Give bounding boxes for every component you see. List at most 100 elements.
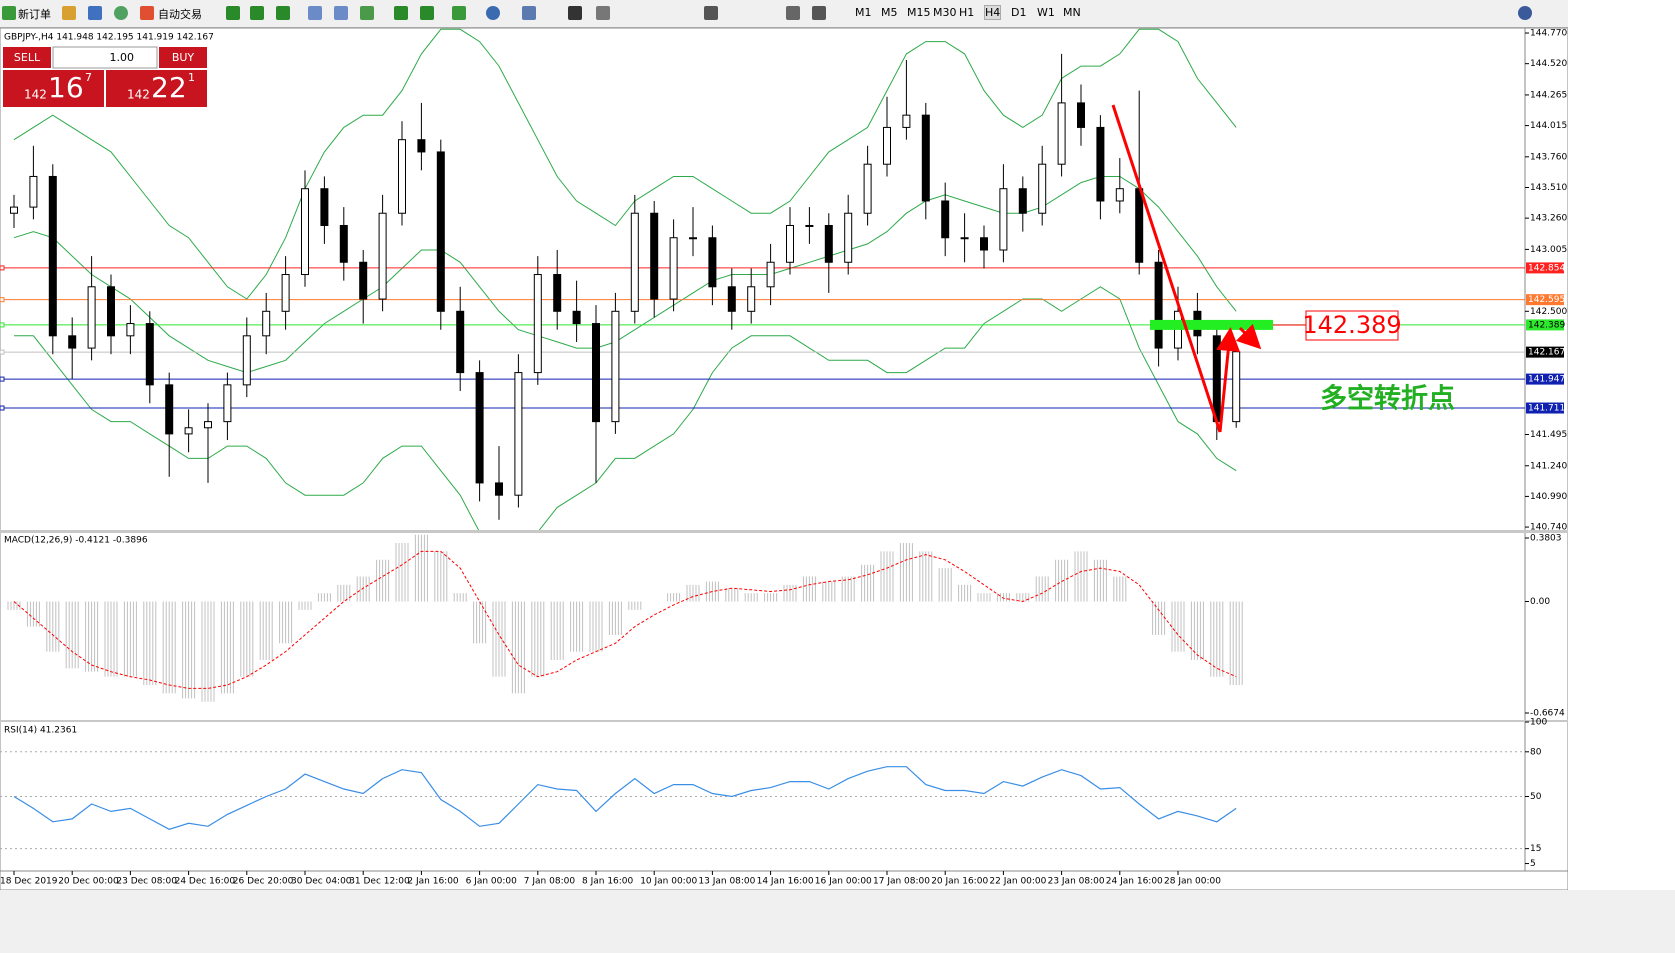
candle-body <box>126 323 135 337</box>
macd-header: MACD(12,26,9) -0.4121 -0.3896 <box>4 536 148 546</box>
icon[interactable] <box>308 6 322 20</box>
icon[interactable] <box>114 6 128 20</box>
icon[interactable] <box>522 6 536 20</box>
candle-body <box>592 323 600 423</box>
sell-button[interactable] <box>3 47 51 68</box>
bollinger-band <box>13 28 1237 300</box>
trade-panel: SELL 1.00 BUY 142 16 7 142 22 1 <box>3 46 207 107</box>
candle-body <box>1154 261 1163 349</box>
sell-price-main: 16 <box>48 71 84 104</box>
buy-price-box[interactable] <box>106 70 207 107</box>
rebound-arrow <box>1216 327 1241 433</box>
level-left-marker <box>0 297 5 303</box>
timeframe[interactable]: D1 <box>1011 6 1027 19</box>
candle-body <box>1096 126 1105 202</box>
timeframe[interactable]: M30 <box>933 6 957 19</box>
chart-frame <box>0 27 1569 891</box>
lots-input[interactable] <box>52 46 158 69</box>
candle-body <box>844 212 853 263</box>
trend-arrow <box>1111 104 1222 433</box>
candle-body <box>669 237 678 300</box>
macd-panel <box>7 534 1243 702</box>
y-tick-label: 144.770 <box>1530 29 1567 39</box>
timeframe[interactable]: MN <box>1063 6 1081 19</box>
candle-body <box>87 286 96 349</box>
bollinger-band <box>13 176 1237 374</box>
candle-body <box>902 114 911 128</box>
y-tick-label: 100 <box>1530 718 1547 728</box>
timeframe[interactable]: M15 <box>907 6 931 19</box>
x-tick-label: 28 Jan 00:00 <box>1164 877 1221 887</box>
new-order[interactable]: 新订单 <box>18 8 51 21</box>
candle-body <box>921 114 930 202</box>
toolbar: 新订单 自动交易 M1 M5 M15 M30 H1 H4 D1 W1 MN <box>0 0 1675 28</box>
level-left-marker <box>0 376 5 382</box>
icon[interactable] <box>568 6 582 20</box>
x-tick-label: 24 Jan 16:00 <box>1106 877 1163 887</box>
search-icon[interactable] <box>1518 6 1532 20</box>
candle-body <box>320 188 329 226</box>
candle-body <box>165 384 174 435</box>
candle-body <box>436 151 445 312</box>
timeframe[interactable]: M1 <box>855 6 872 19</box>
candle-body <box>533 274 542 374</box>
candle-body <box>824 224 833 263</box>
icon[interactable] <box>250 6 264 20</box>
icon[interactable] <box>276 6 290 20</box>
candle-body <box>398 139 406 214</box>
icon[interactable] <box>394 6 408 20</box>
candle-body <box>805 224 814 227</box>
y-tick-label: 0.3803 <box>1530 533 1562 543</box>
timeframe[interactable]: M5 <box>881 6 898 19</box>
price-panel <box>0 28 1525 530</box>
candle-body <box>1077 102 1085 128</box>
timeframe[interactable]: H1 <box>959 6 975 19</box>
candle-body <box>29 175 38 208</box>
icon[interactable] <box>704 6 718 20</box>
y-tick-label: 0.00 <box>1530 597 1550 607</box>
price-level-marker <box>1526 346 1564 358</box>
icon[interactable] <box>420 6 434 20</box>
icon[interactable] <box>360 6 374 20</box>
x-tick-label: 24 Dec 16:00 <box>175 877 236 887</box>
candle-body <box>941 200 950 239</box>
icon[interactable] <box>226 6 240 20</box>
x-tick-label: 22 Jan 00:00 <box>989 877 1046 887</box>
timeframe[interactable]: H4 <box>983 5 1002 20</box>
x-tick-label: 31 Dec 12:00 <box>349 877 410 887</box>
sell-price-box[interactable] <box>3 70 104 107</box>
annotation-box <box>1305 310 1399 341</box>
icon[interactable] <box>62 6 76 20</box>
icon[interactable] <box>334 6 348 20</box>
x-tick-label: 17 Jan 08:00 <box>873 877 930 887</box>
icon[interactable] <box>486 6 500 20</box>
candle-body <box>1212 335 1221 423</box>
icon[interactable] <box>812 6 826 20</box>
level-left-marker <box>0 405 5 411</box>
x-tick-label: 10 Jan 00:00 <box>640 877 697 887</box>
level-left-marker <box>0 349 5 355</box>
candle-body <box>68 335 77 349</box>
buy-button[interactable] <box>159 47 207 68</box>
timeframe[interactable]: W1 <box>1037 6 1055 19</box>
candle-body <box>1135 188 1144 263</box>
y-tick-label: 144.520 <box>1530 59 1567 69</box>
y-tick-label: 143.260 <box>1530 214 1567 224</box>
icon[interactable] <box>88 6 102 20</box>
y-tick-label: 5 <box>1530 859 1536 869</box>
icon[interactable] <box>452 6 466 20</box>
icon[interactable] <box>140 6 154 20</box>
x-tick-label: 8 Jan 16:00 <box>582 877 634 887</box>
x-tick-label: 16 Jan 00:00 <box>815 877 872 887</box>
icon[interactable] <box>596 6 610 20</box>
candle-body <box>1232 351 1241 423</box>
y-tick-label: -0.6674 <box>1530 709 1565 719</box>
annotation-price: 142.389 <box>1302 311 1401 339</box>
candle-body <box>689 237 697 240</box>
price-level-marker <box>1526 373 1564 385</box>
candle-body <box>630 212 639 312</box>
icon[interactable] <box>786 6 800 20</box>
auto-trading[interactable]: 自动交易 <box>158 8 202 21</box>
